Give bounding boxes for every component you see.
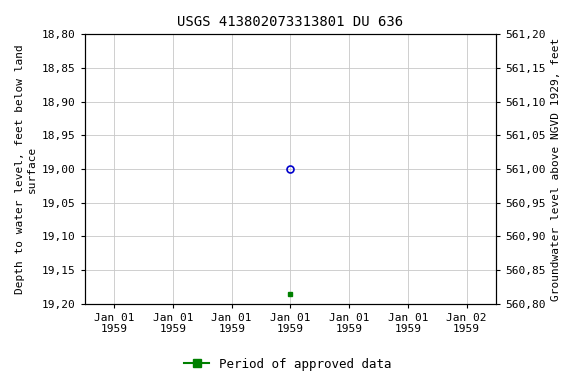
Y-axis label: Groundwater level above NGVD 1929, feet: Groundwater level above NGVD 1929, feet — [551, 38, 561, 301]
Title: USGS 413802073313801 DU 636: USGS 413802073313801 DU 636 — [177, 15, 403, 29]
Legend: Period of approved data: Period of approved data — [179, 353, 397, 376]
Y-axis label: Depth to water level, feet below land
surface: Depth to water level, feet below land su… — [15, 44, 37, 294]
